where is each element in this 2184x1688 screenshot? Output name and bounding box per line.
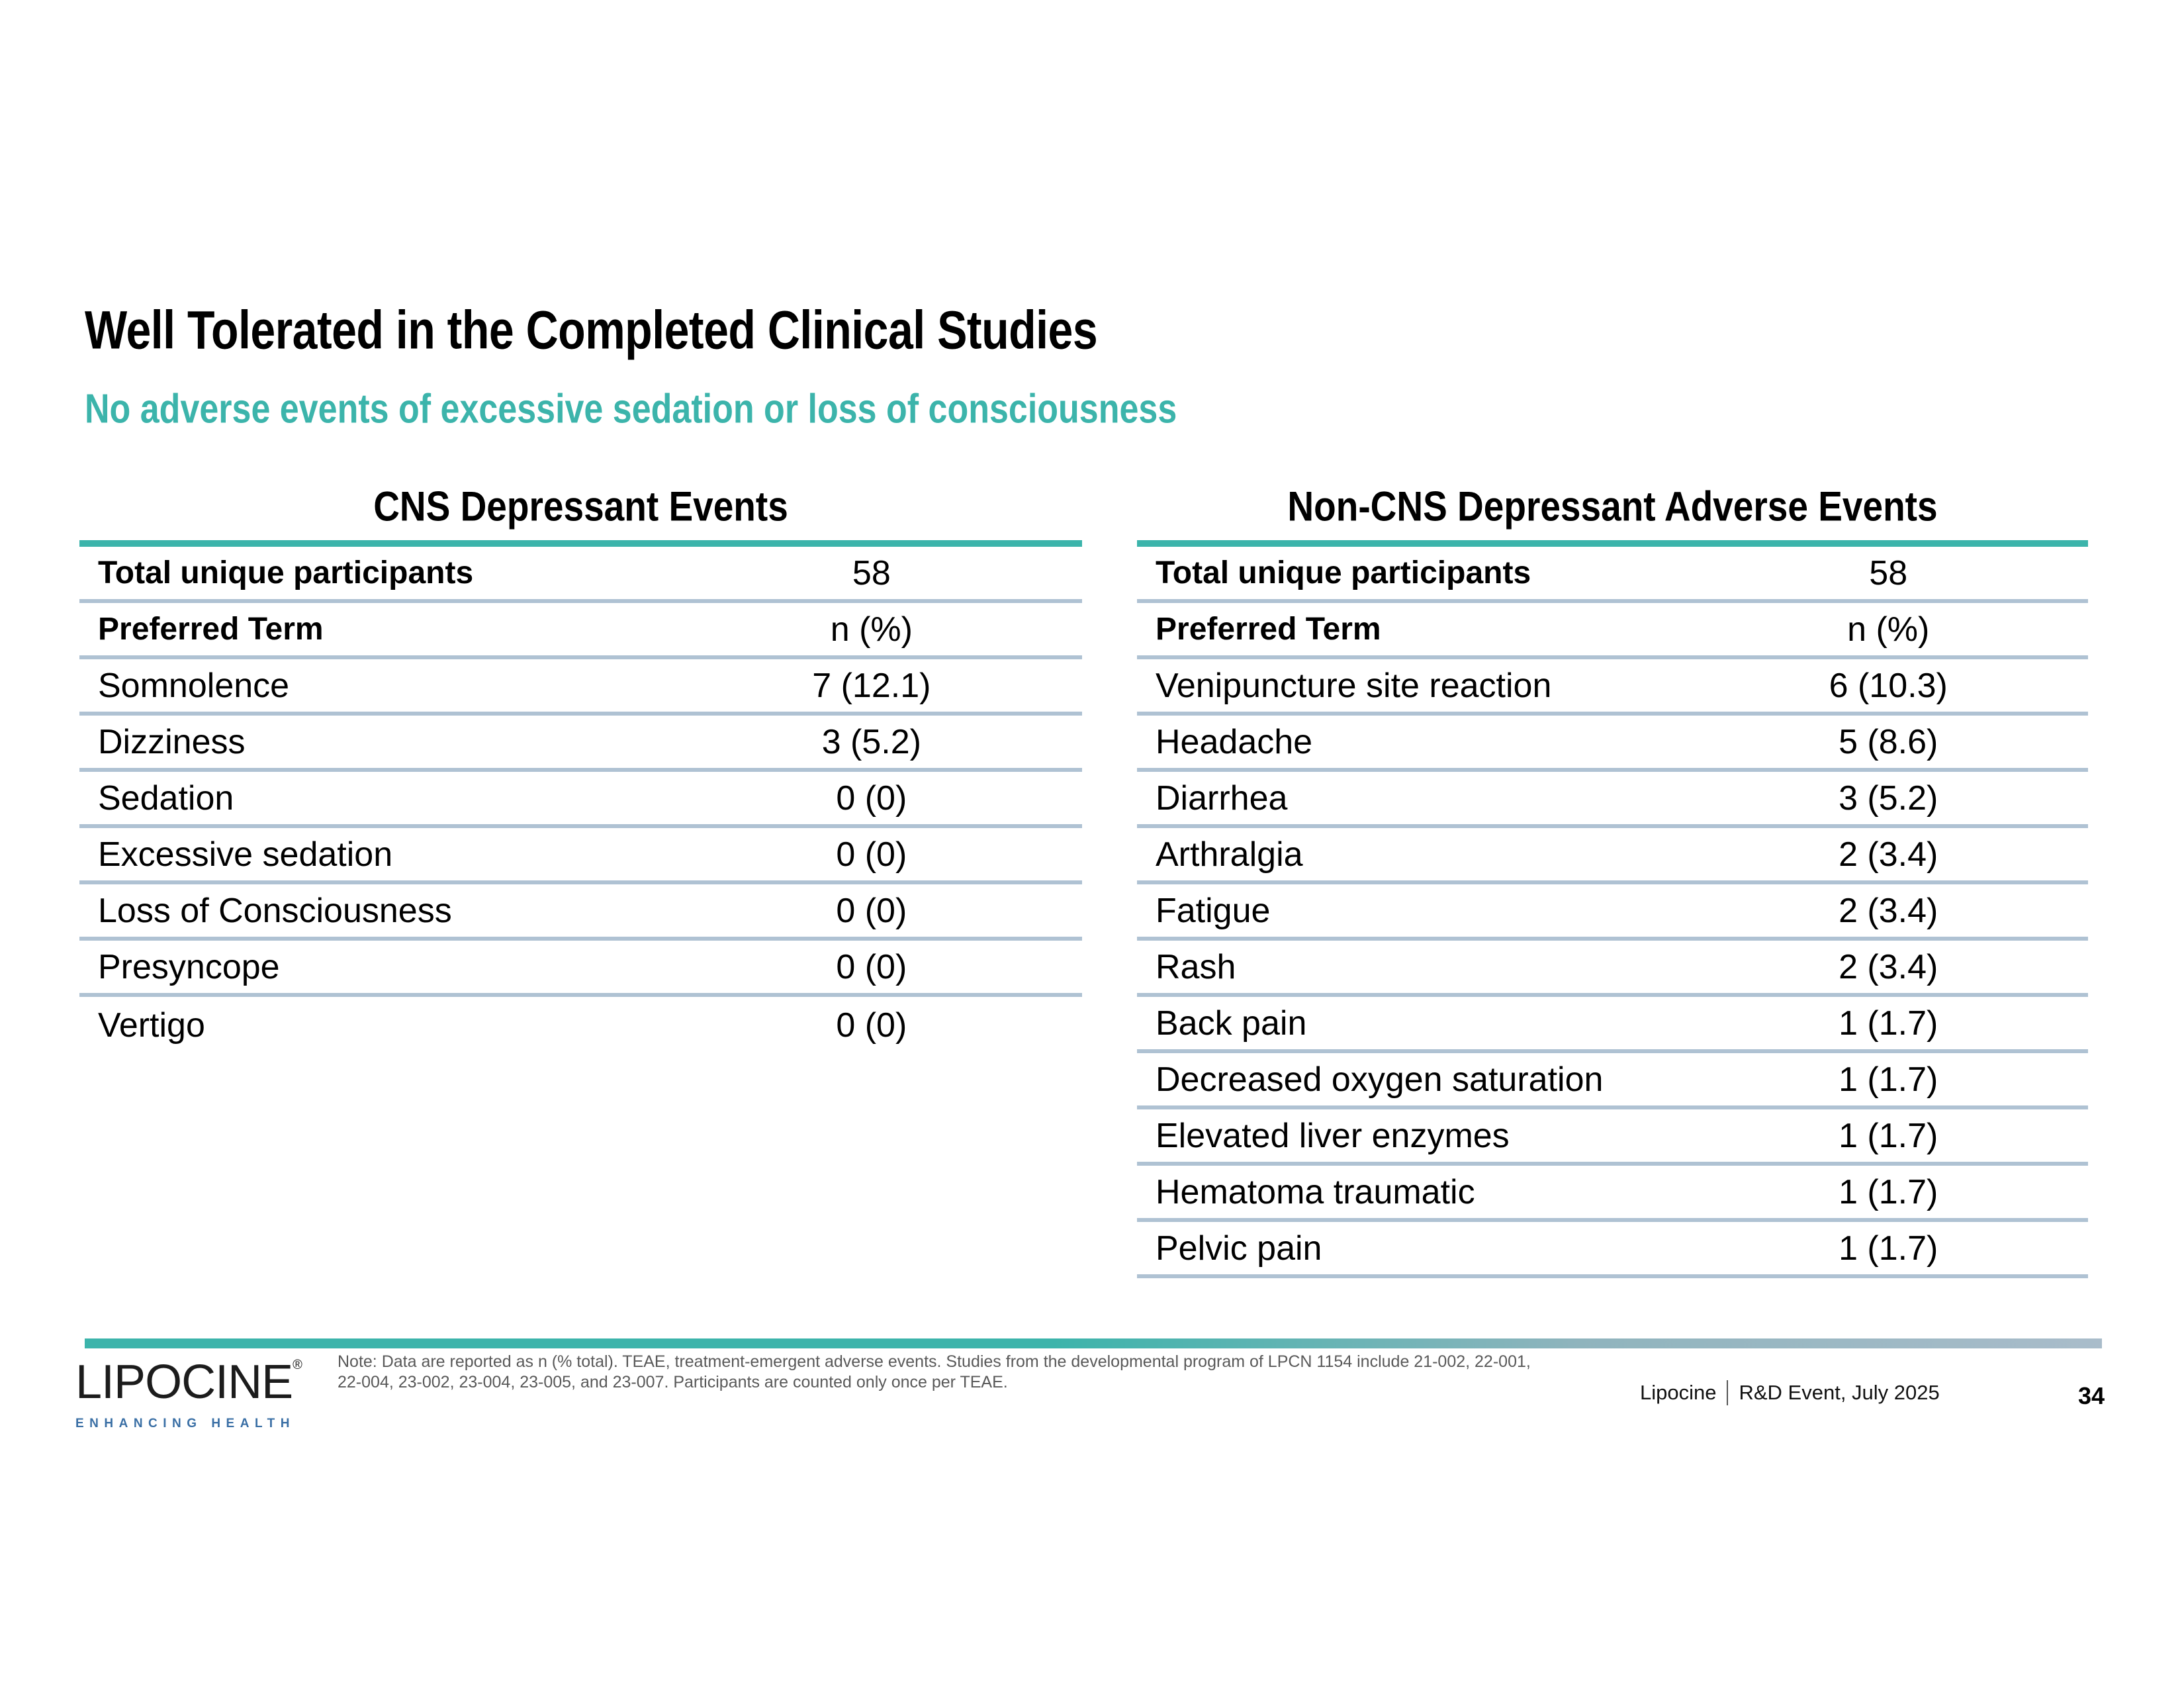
value-cell: 2 (3.4): [1839, 835, 1938, 874]
table-row: Hematoma traumatic 1 (1.7): [1137, 1166, 2088, 1222]
term-cell: Elevated liver enzymes: [1156, 1116, 1510, 1155]
footnote-line: 22-004, 23-002, 23-004, 23-005, and 23-0…: [338, 1373, 1008, 1391]
logo-tagline: ENHANCING HEALTH: [75, 1417, 295, 1430]
footer-event: R&D Event, July 2025: [1739, 1381, 1940, 1404]
value-cell: 2 (3.4): [1839, 947, 1938, 986]
value-cell: 1 (1.7): [1839, 1060, 1938, 1099]
value-cell: 7 (12.1): [812, 666, 931, 705]
value-cell: 0 (0): [836, 947, 907, 986]
page-number: 34: [2078, 1382, 2105, 1409]
table-row: Vertigo 0 (0): [79, 997, 1082, 1053]
term-cell: Loss of Consciousness: [98, 891, 452, 930]
total-label: Total unique participants: [1156, 555, 1531, 590]
value-cell: 0 (0): [836, 835, 907, 874]
logo-wordmark: LIPOCINE®: [75, 1358, 302, 1406]
total-value: 58: [1869, 553, 1908, 592]
footer-divider: [1727, 1380, 1729, 1405]
table-row: Excessive sedation 0 (0): [79, 828, 1082, 884]
footnote: Note: Data are reported as n (% total). …: [338, 1352, 1531, 1393]
value-cell: 5 (8.6): [1839, 722, 1938, 761]
value-cell: 0 (0): [836, 891, 907, 930]
table-row: Fatigue 2 (3.4): [1137, 884, 2088, 941]
registered-mark: ®: [293, 1358, 302, 1372]
total-label: Total unique participants: [98, 555, 474, 590]
column-header-value: n (%): [830, 610, 913, 649]
table-row: Headache 5 (8.6): [1137, 716, 2088, 772]
cns-depressant-events-table: CNS Depressant Events Total unique parti…: [79, 482, 1082, 1053]
table-row: Dizziness 3 (5.2): [79, 716, 1082, 772]
table-row: Elevated liver enzymes 1 (1.7): [1137, 1109, 2088, 1166]
term-cell: Fatigue: [1156, 891, 1271, 930]
header-row: Preferred Term n (%): [79, 603, 1082, 659]
lipocine-logo: LIPOCINE® ENHANCING HEALTH: [75, 1358, 302, 1431]
value-cell: 0 (0): [836, 1006, 907, 1045]
table-row: Decreased oxygen saturation 1 (1.7): [1137, 1053, 2088, 1109]
footer-gradient-bar: [85, 1338, 2102, 1348]
table-row: Back pain 1 (1.7): [1137, 997, 2088, 1053]
logo-text: LIPOCINE: [75, 1356, 293, 1409]
table-title: CNS Depressant Events: [373, 483, 788, 530]
table-row: Loss of Consciousness 0 (0): [79, 884, 1082, 941]
tables-row: CNS Depressant Events Total unique parti…: [79, 482, 2091, 1278]
footer-brand: Lipocine: [1640, 1381, 1717, 1404]
value-cell: 3 (5.2): [821, 722, 921, 761]
value-cell: 6 (10.3): [1829, 666, 1948, 705]
table-body: Somnolence 7 (12.1) Dizziness 3 (5.2) Sedati…: [79, 659, 1082, 1053]
page-subtitle: No adverse events of excessive sedation …: [85, 386, 1177, 432]
term-cell: Excessive sedation: [98, 835, 393, 874]
term-cell: Vertigo: [98, 1006, 205, 1045]
value-cell: 3 (5.2): [1839, 778, 1938, 818]
page-title: Well Tolerated in the Completed Clinical…: [85, 300, 1098, 361]
value-cell: 1 (1.7): [1839, 1172, 1938, 1211]
footer-meta: Lipocine R&D Event, July 2025: [1640, 1378, 1940, 1407]
table-body: Venipuncture site reaction 6 (10.3) Headac…: [1137, 659, 2088, 1278]
non-cns-depressant-events-table: Non-CNS Depressant Adverse Events Total …: [1137, 482, 2088, 1278]
column-header-term: Preferred Term: [1156, 612, 1381, 647]
header-row: Preferred Term n (%): [1137, 603, 2088, 659]
term-cell: Venipuncture site reaction: [1156, 666, 1552, 705]
term-cell: Headache: [1156, 722, 1313, 761]
term-cell: Dizziness: [98, 722, 246, 761]
value-cell: 1 (1.7): [1839, 1004, 1938, 1043]
term-cell: Rash: [1156, 947, 1236, 986]
value-cell: 1 (1.7): [1839, 1229, 1938, 1268]
term-cell: Hematoma traumatic: [1156, 1172, 1475, 1211]
table-row: Pelvic pain 1 (1.7): [1137, 1222, 2088, 1278]
column-header-value: n (%): [1847, 610, 1930, 649]
table-row: Diarrhea 3 (5.2): [1137, 772, 2088, 828]
term-cell: Somnolence: [98, 666, 290, 705]
term-cell: Presyncope: [98, 947, 280, 986]
table: Total unique participants 58 Preferred T…: [1137, 540, 2088, 1278]
value-cell: 2 (3.4): [1839, 891, 1938, 930]
table-row: Venipuncture site reaction 6 (10.3): [1137, 659, 2088, 716]
total-row: Total unique participants 58: [79, 547, 1082, 603]
table-row: Somnolence 7 (12.1): [79, 659, 1082, 716]
table-row: Rash 2 (3.4): [1137, 941, 2088, 997]
column-header-term: Preferred Term: [98, 612, 324, 647]
term-cell: Decreased oxygen saturation: [1156, 1060, 1604, 1099]
term-cell: Diarrhea: [1156, 778, 1288, 818]
term-cell: Arthralgia: [1156, 835, 1303, 874]
table-row: Arthralgia 2 (3.4): [1137, 828, 2088, 884]
table-row: Presyncope 0 (0): [79, 941, 1082, 997]
table: Total unique participants 58 Preferred T…: [79, 540, 1082, 1053]
term-cell: Sedation: [98, 778, 234, 818]
value-cell: 0 (0): [836, 778, 907, 818]
total-row: Total unique participants 58: [1137, 547, 2088, 603]
footnote-line: Note: Data are reported as n (% total). …: [338, 1352, 1531, 1371]
term-cell: Back pain: [1156, 1004, 1307, 1043]
table-row: Sedation 0 (0): [79, 772, 1082, 828]
value-cell: 1 (1.7): [1839, 1116, 1938, 1155]
total-value: 58: [852, 553, 891, 592]
term-cell: Pelvic pain: [1156, 1229, 1322, 1268]
table-title: Non-CNS Depressant Adverse Events: [1287, 483, 1938, 530]
